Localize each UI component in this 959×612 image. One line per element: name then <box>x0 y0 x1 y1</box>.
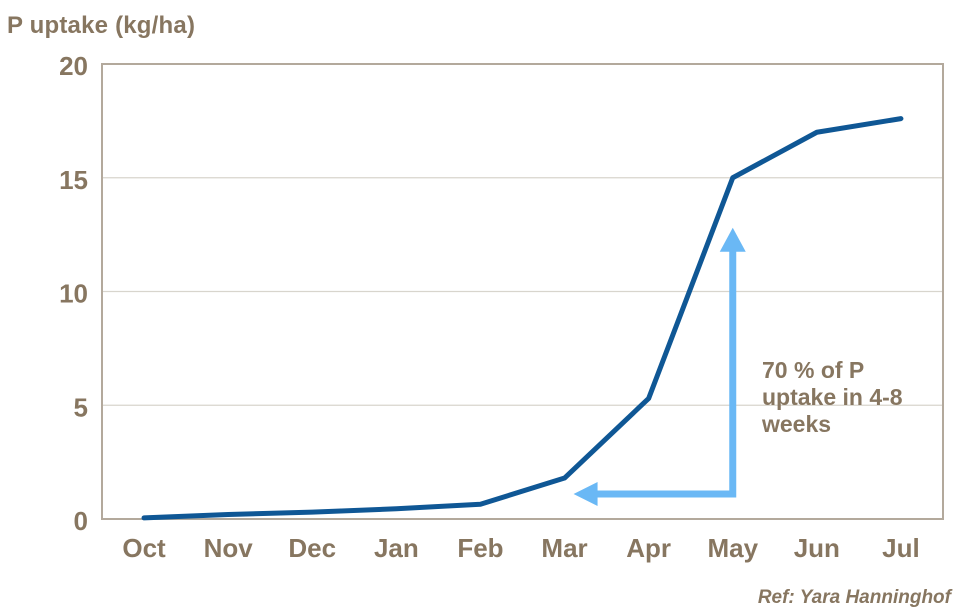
y-tick-label: 20 <box>59 51 88 81</box>
annotation-text: 70 % of P uptake in 4-8 weeks <box>762 357 903 437</box>
x-tick-label: Jun <box>794 533 840 563</box>
x-tick-label: May <box>707 533 758 563</box>
annotation-arrow-shaft <box>595 249 737 498</box>
x-tick-label: Oct <box>122 533 166 563</box>
x-tick-label: Jan <box>374 533 419 563</box>
y-tick-label: 0 <box>74 506 88 536</box>
arrow-up-head <box>719 227 746 252</box>
y-tick-label: 15 <box>59 165 88 195</box>
x-tick-label: Jul <box>882 533 920 563</box>
x-tick-label: Feb <box>457 533 503 563</box>
arrow-left-head <box>573 481 598 506</box>
x-tick-label: Dec <box>288 533 336 563</box>
x-tick-label: Nov <box>204 533 254 563</box>
plot-border <box>101 63 944 520</box>
reference-credit: Ref: Yara Hanninghof <box>757 587 951 608</box>
series-line-p-uptake <box>141 116 904 521</box>
chart-title: P uptake (kg/ha) <box>7 12 196 39</box>
y-tick-label: 10 <box>59 279 88 309</box>
x-tick-label: Apr <box>626 533 671 563</box>
y-tick-label: 5 <box>74 392 88 422</box>
x-tick-label: Mar <box>541 533 587 563</box>
